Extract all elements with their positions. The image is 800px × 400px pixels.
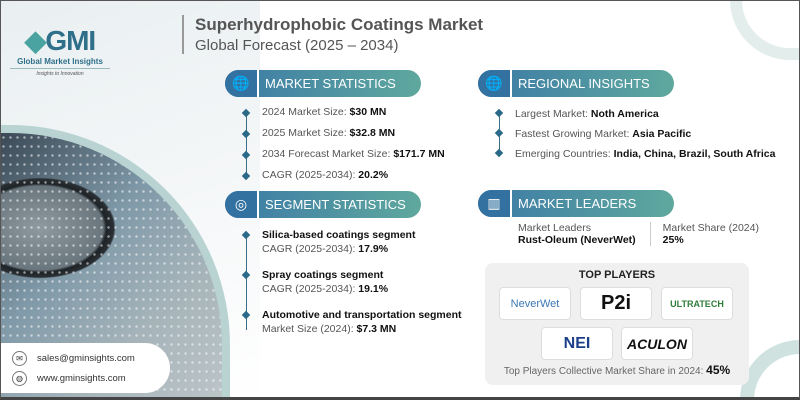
- website-link[interactable]: ◍ www.gminsights.com: [12, 368, 170, 388]
- list-item: Largest Market: Noth America: [495, 106, 785, 126]
- market-leaders-header: ▥ MARKET LEADERS: [478, 190, 674, 217]
- top-players-panel: TOP PLAYERS NeverWet P2i ULTRATECH NEI A…: [485, 263, 749, 385]
- email-link[interactable]: ✉ sales@gminsights.com: [12, 348, 170, 368]
- list-item: 2024 Market Size: $30 MN: [242, 106, 445, 127]
- market-statistics-header: 🌐 MARKET STATISTICS: [225, 70, 421, 97]
- share-value: 25%: [662, 234, 684, 246]
- title-block: Superhydrophobic Coatings Market Global …: [182, 15, 483, 54]
- list-item: Spray coatings segment CAGR (2025-2034): …: [242, 268, 462, 308]
- logo-p2i: P2i: [580, 287, 652, 320]
- list-item: CAGR (2025-2034): 20.2%: [242, 169, 445, 185]
- globe-icon: ◍: [12, 370, 27, 386]
- logo-name: Global Market Insights: [10, 57, 110, 69]
- list-item: Automotive and transportation segment Mar…: [242, 308, 462, 336]
- target-icon: ◎: [225, 191, 259, 218]
- list-item: Emerging Countries: India, China, Brazil…: [495, 146, 785, 162]
- collective-share: Top Players Collective Market Share in 2…: [503, 363, 731, 377]
- share-label: Market Share (2024): [662, 222, 759, 234]
- decoration: [740, 340, 800, 400]
- market-leaders-info: Market Leaders Rust-Oleum (NeverWet) Mark…: [518, 222, 759, 246]
- bar-chart-icon: ▥: [478, 190, 512, 217]
- logo-ultratech: ULTRATECH: [661, 287, 733, 320]
- segment-statistics-header: ◎ SEGMENT STATISTICS: [225, 191, 421, 218]
- page-title: Superhydrophobic Coatings Market: [195, 15, 484, 34]
- logo-aculon: ACULON: [621, 327, 693, 360]
- list-item: 2034 Forecast Market Size: $171.7 MN: [242, 148, 445, 169]
- globe-chart-icon: 🌐: [225, 70, 259, 97]
- regional-insights-list: Largest Market: Noth America Fastest Gro…: [495, 106, 785, 162]
- header-label: MARKET LEADERS: [518, 196, 637, 211]
- list-item: 2025 Market Size: $32.8 MN: [242, 127, 445, 148]
- logo-tagline: Insights to Innovation: [36, 71, 84, 77]
- logo-mark: ◆GMI: [24, 25, 96, 56]
- decoration: [730, 0, 800, 60]
- logo-neverwet: NeverWet: [499, 287, 571, 320]
- logo-nei: NEI: [541, 327, 613, 360]
- divider: [649, 222, 651, 246]
- leader-value: Rust-Oleum (NeverWet): [518, 234, 636, 246]
- page-subtitle: Global Forecast (2025 – 2034): [195, 37, 399, 54]
- list-item: Fastest Growing Market: Asia Pacific: [495, 126, 785, 146]
- segment-statistics-list: Silica-based coatings segment CAGR (2025-…: [242, 228, 462, 336]
- globe-icon: 🌐: [478, 70, 512, 97]
- list-item: Silica-based coatings segment CAGR (2025-…: [242, 228, 462, 268]
- top-players-title: TOP PLAYERS: [578, 269, 656, 281]
- gmi-logo[interactable]: ◆GMI Global Market Insights Insights to …: [10, 24, 110, 77]
- market-statistics-list: 2024 Market Size: $30 MN 2025 Market Siz…: [242, 106, 445, 185]
- regional-insights-header: 🌐 REGIONAL INSIGHTS: [478, 70, 674, 97]
- header-label: MARKET STATISTICS: [265, 76, 396, 91]
- contact-panel: ✉ sales@gminsights.com ◍ www.gminsights.co…: [0, 343, 170, 393]
- leader-block: Market Leaders Rust-Oleum (NeverWet): [518, 222, 636, 246]
- header-label: REGIONAL INSIGHTS: [518, 76, 650, 91]
- header-label: SEGMENT STATISTICS: [265, 197, 406, 212]
- leader-label: Market Leaders: [518, 222, 591, 234]
- share-block: Market Share (2024) 25%: [663, 222, 759, 246]
- mail-icon: ✉: [12, 350, 27, 366]
